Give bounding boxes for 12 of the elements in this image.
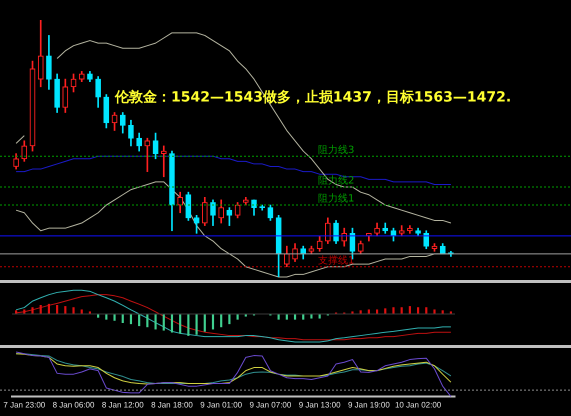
ref-line-label: 阻力线1 — [318, 192, 354, 205]
x-tick-label: 9 Jan 19:00 — [348, 400, 390, 410]
x-tick-label: 8 Jan 12:00 — [102, 400, 144, 410]
x-tick-label: 8 Jan 06:00 — [52, 400, 95, 410]
x-tick-label: 10 Jan 02:00 — [394, 400, 442, 410]
x-tick-label: 9 Jan 07:00 — [250, 400, 292, 410]
x-tick-label: 9 Jan 13:00 — [298, 400, 342, 410]
ref-line-label: 支撑线1 — [318, 254, 354, 266]
x-tick-label: 9 Jan 01:00 — [200, 400, 243, 410]
x-tick-label: 7 Jan 23:00 — [3, 400, 46, 410]
x-tick-label: 8 Jan 18:00 — [151, 400, 194, 410]
ref-line-label: 阻力线3 — [318, 144, 354, 156]
